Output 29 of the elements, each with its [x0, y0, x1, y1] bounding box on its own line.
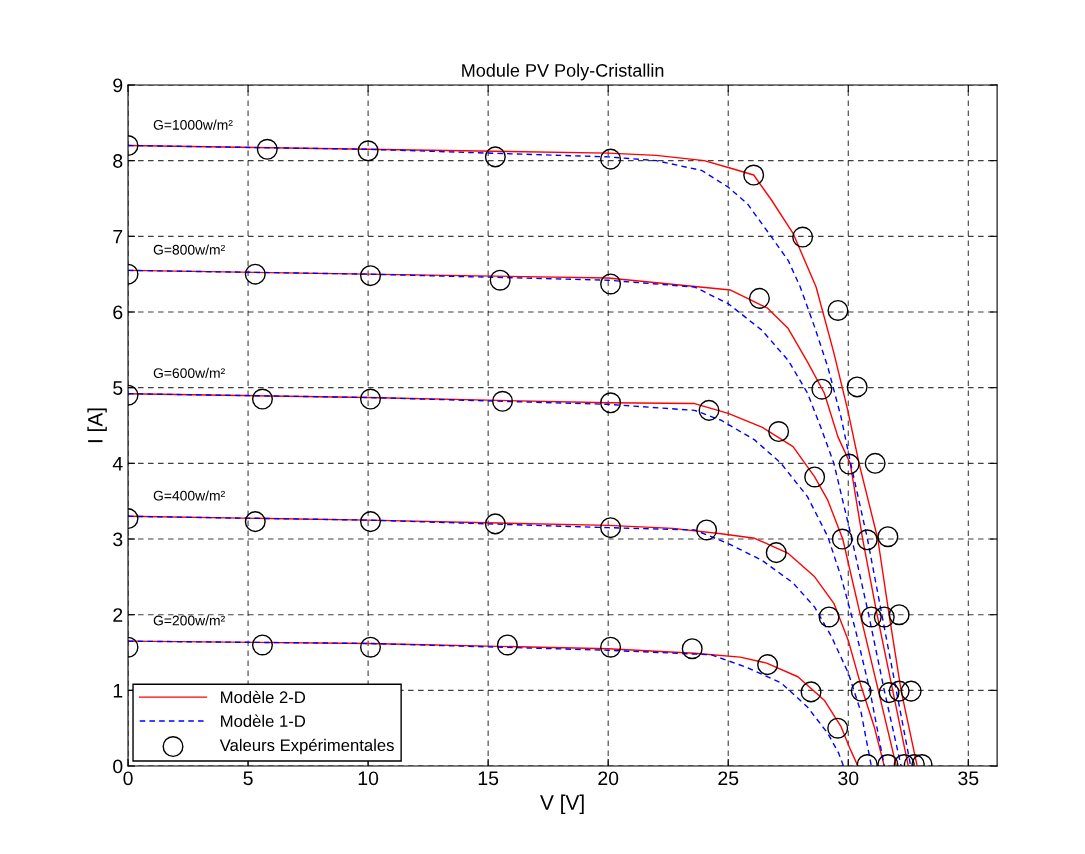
- x-tick-label: 10: [358, 771, 379, 786]
- x-tick-label: 30: [838, 771, 859, 786]
- legend-label: Valeurs Expérimentales: [219, 738, 394, 755]
- chart-title: Module PV Poly-Cristallin: [462, 63, 664, 81]
- y-tick-label: 1: [113, 684, 123, 698]
- y-tick-label: 9: [113, 78, 123, 93]
- y-tick-label: 7: [113, 229, 123, 244]
- annotation: G=800w/m²: [153, 244, 225, 255]
- annotation: G=1000w/m²: [153, 119, 233, 130]
- x-tick-label: 0: [123, 771, 133, 786]
- y-axis-title: I [A]: [87, 408, 107, 443]
- legend-label: Modèle 1-D: [221, 714, 306, 728]
- x-axis-title: V [V]: [540, 794, 584, 814]
- y-tick-label: 2: [113, 608, 123, 622]
- y-tick-label: 0: [113, 759, 123, 774]
- x-tick-label: 25: [718, 771, 739, 786]
- y-tick-label: 5: [113, 381, 123, 395]
- annotation: G=200w/m²: [153, 615, 225, 626]
- x-tick-label: 35: [958, 771, 979, 786]
- x-tick-label: 15: [478, 771, 499, 786]
- y-tick-label: 3: [113, 532, 123, 547]
- annotation: G=600w/m²: [153, 367, 225, 379]
- annotation: G=400w/m²: [153, 490, 225, 501]
- x-tick-label: 20: [598, 771, 619, 786]
- y-tick-label: 8: [113, 154, 123, 168]
- x-tick-label: 5: [243, 771, 253, 786]
- legend-label: Modèle 2-D: [221, 690, 306, 704]
- y-tick-label: 4: [112, 457, 123, 471]
- y-tick-label: 6: [113, 305, 123, 320]
